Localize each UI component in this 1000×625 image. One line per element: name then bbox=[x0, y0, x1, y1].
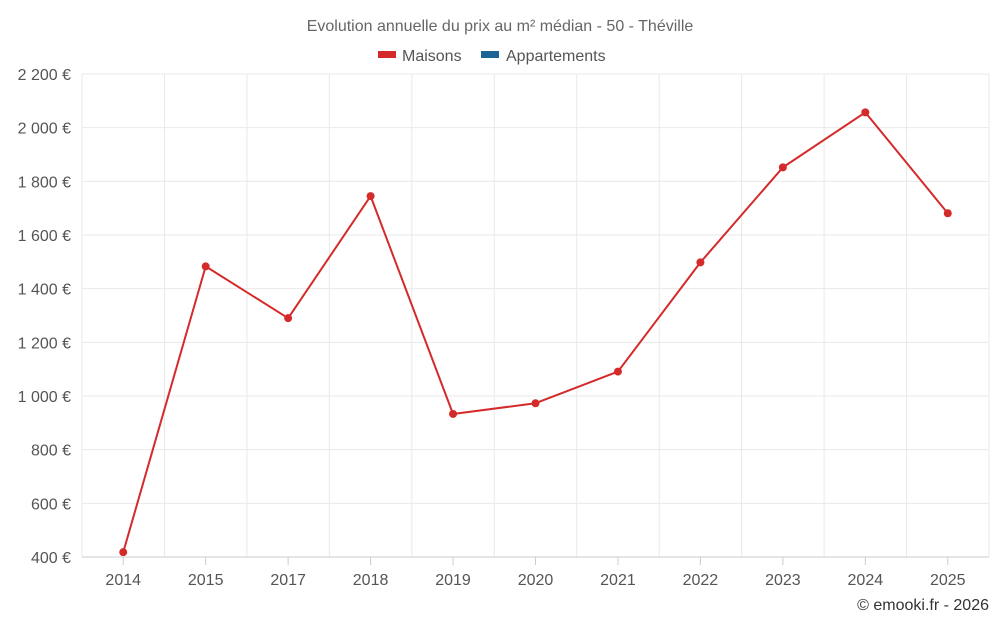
chart-credit: © emooki.fr - 2026 bbox=[857, 597, 989, 614]
y-tick-label-1200: 1 200 € bbox=[18, 335, 71, 352]
x-tick-label-2021: 2021 bbox=[600, 572, 636, 589]
data-point-maisons-2019 bbox=[449, 409, 458, 418]
chart-title: Evolution annuelle du prix au m² médian … bbox=[307, 18, 694, 35]
chart-grid bbox=[81, 73, 990, 557]
data-point-maisons-2021 bbox=[613, 367, 622, 376]
legend-label-appartements: Appartements bbox=[506, 48, 606, 65]
x-tick-label-2014: 2014 bbox=[105, 572, 141, 589]
x-tick-label-2017: 2017 bbox=[270, 572, 306, 589]
x-tick-label-2025: 2025 bbox=[930, 572, 966, 589]
data-point-maisons-2018 bbox=[366, 192, 375, 201]
x-tick-label-2018: 2018 bbox=[353, 572, 389, 589]
y-tick-label-1400: 1 400 € bbox=[18, 282, 71, 299]
chart-title-group: Evolution annuelle du prix au m² médian … bbox=[307, 18, 694, 35]
data-point-maisons-2020 bbox=[531, 399, 540, 408]
data-point-maisons-2025 bbox=[943, 209, 952, 218]
y-tick-label-2000: 2 000 € bbox=[18, 121, 71, 138]
legend-swatch-maisons bbox=[378, 51, 396, 58]
chart-legend: Maisons Appartements bbox=[378, 48, 606, 65]
data-point-maisons-2015 bbox=[201, 262, 210, 271]
data-point-maisons-2017 bbox=[284, 314, 293, 323]
chart-series bbox=[119, 108, 952, 557]
x-tick-label-2020: 2020 bbox=[518, 572, 554, 589]
x-tick-label-2022: 2022 bbox=[683, 572, 719, 589]
legend-item-appartements: Appartements bbox=[481, 48, 606, 65]
legend-swatch-appartements bbox=[481, 51, 499, 58]
y-tick-label-1000: 1 000 € bbox=[18, 389, 71, 406]
y-tick-label-400: 400 € bbox=[31, 550, 71, 567]
data-point-maisons-2024 bbox=[861, 108, 870, 117]
y-tick-label-600: 600 € bbox=[31, 496, 71, 513]
y-tick-label-2200: 2 200 € bbox=[18, 67, 71, 84]
y-tick-label-800: 800 € bbox=[31, 443, 71, 460]
series-maisons bbox=[119, 108, 952, 557]
x-tick-label-2024: 2024 bbox=[848, 572, 884, 589]
x-tick-label-2015: 2015 bbox=[188, 572, 224, 589]
y-axis: 400 € 600 € 800 € 1 000 € 1 200 € 1 400 € 1 60… bbox=[18, 67, 71, 567]
data-point-maisons-2023 bbox=[778, 163, 787, 172]
legend-label-maisons: Maisons bbox=[402, 48, 462, 65]
data-point-maisons-2014 bbox=[119, 548, 128, 557]
legend-item-maisons: Maisons bbox=[378, 48, 462, 65]
x-tick-label-2019: 2019 bbox=[435, 572, 471, 589]
x-tick-label-2023: 2023 bbox=[765, 572, 801, 589]
y-tick-label-1800: 1 800 € bbox=[18, 174, 71, 191]
x-axis: 2014 2015 2017 2018 2019 2020 2021 2022 2023 2024… bbox=[82, 556, 989, 589]
y-tick-label-1600: 1 600 € bbox=[18, 228, 71, 245]
data-point-maisons-2022 bbox=[696, 258, 705, 267]
